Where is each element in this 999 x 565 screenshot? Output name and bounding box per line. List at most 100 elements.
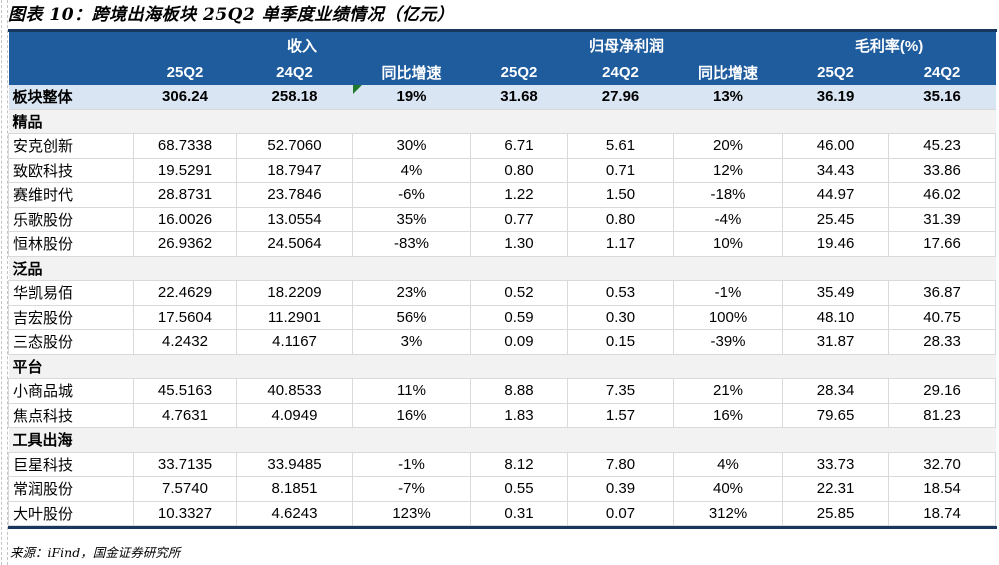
- value-cell: 4.6243: [236, 501, 353, 526]
- value-cell: 33.7135: [133, 452, 237, 477]
- sub-header-cell: 25Q2: [133, 59, 237, 85]
- value-cell: 1.17: [567, 231, 675, 257]
- value-cell: 0.15: [567, 329, 675, 355]
- table-row: 致欧科技 19.5291 18.7947 4% 0.80 0.71 12% 34.43 33.8…: [8, 158, 997, 183]
- value-cell: 4%: [351, 158, 472, 183]
- value-cell: 46.02: [888, 182, 997, 208]
- value-cell: 20%: [673, 133, 784, 159]
- value-cell: 31.87: [782, 329, 890, 355]
- value-cell: 4.2432: [133, 329, 237, 355]
- value-cell: 10.3327: [133, 501, 237, 526]
- summary-row: 板块整体 306.24 258.18 19% 31.68 27.96 13% 36.19 35.…: [8, 85, 996, 110]
- value-cell: -1%: [673, 280, 784, 306]
- row-name-cell: 常润股份: [8, 476, 134, 502]
- value-cell: 28.8731: [133, 182, 237, 208]
- value-cell: 56%: [351, 305, 472, 330]
- value-cell: 27.96: [567, 85, 674, 110]
- excel-corner-flag-icon: [352, 85, 362, 94]
- row-name-cell: 恒林股份: [8, 231, 134, 257]
- value-cell: 19.46: [782, 231, 890, 257]
- performance-table: 收入 归母净利润 毛利率(%) 25Q2 24Q2 同比增速 25Q2 24Q2 同比增速 25…: [8, 32, 997, 526]
- title-divider-rule: [8, 29, 997, 32]
- value-cell: -39%: [673, 329, 784, 355]
- value-cell: 34.43: [782, 158, 890, 183]
- value-cell: 25.45: [782, 207, 890, 232]
- value-cell: 7.80: [567, 452, 675, 477]
- value-cell: 0.30: [567, 305, 675, 330]
- value-cell: 0.77: [470, 207, 569, 232]
- sub-header-cell: [8, 59, 134, 85]
- page-guide-line: [7, 0, 8, 565]
- section-header-row: 工具出海: [8, 427, 996, 453]
- value-cell: 0.59: [470, 305, 569, 330]
- value-cell: 29.16: [888, 378, 997, 404]
- value-cell: 0.39: [567, 476, 675, 502]
- value-cell: 11.2901: [236, 305, 353, 330]
- value-cell: 31.68: [470, 85, 568, 110]
- value-cell: 16.0026: [133, 207, 237, 232]
- value-cell: 0.80: [567, 207, 675, 232]
- value-cell: 5.61: [567, 133, 675, 159]
- row-name-cell: 巨星科技: [8, 452, 134, 477]
- value-cell: -1%: [351, 452, 472, 477]
- value-cell: 22.4629: [133, 280, 237, 306]
- value-cell: 31.39: [888, 207, 997, 232]
- value-cell: 24.5064: [236, 231, 353, 257]
- value-cell: 22.31: [782, 476, 890, 502]
- value-cell: 1.57: [567, 403, 675, 428]
- value-cell: 28.33: [888, 329, 997, 355]
- row-name-cell: 三态股份: [8, 329, 134, 355]
- value-cell: -4%: [673, 207, 784, 232]
- table-row: 三态股份 4.2432 4.1167 3% 0.09 0.15 -39% 31.87 28.33: [8, 329, 997, 355]
- value-cell: 35%: [351, 207, 472, 232]
- value-cell: 68.7338: [133, 133, 237, 159]
- header-group-row: 收入 归母净利润 毛利率(%): [8, 32, 996, 59]
- section-name-cell: 平台: [8, 354, 996, 379]
- value-cell: 52.7060: [236, 133, 353, 159]
- value-cell: 81.23: [888, 403, 997, 428]
- value-cell: 312%: [673, 501, 784, 526]
- section-name-cell: 泛品: [8, 256, 996, 281]
- value-cell: 13.0554: [236, 207, 353, 232]
- value-cell: 4.0949: [236, 403, 353, 428]
- value-cell: 258.18: [236, 85, 353, 110]
- value-cell: 3%: [351, 329, 472, 355]
- value-cell: 35.49: [782, 280, 890, 306]
- value-cell: 40.75: [888, 305, 997, 330]
- row-name-cell: 大叶股份: [8, 501, 134, 526]
- section-header-row: 泛品: [8, 256, 996, 281]
- value-cell: 7.35: [567, 378, 675, 404]
- value-cell: 45.23: [888, 133, 997, 159]
- bottom-rule: [8, 526, 997, 529]
- value-cell: 306.24: [133, 85, 237, 110]
- row-name-cell: 板块整体: [8, 85, 134, 110]
- table-row: 乐歌股份 16.0026 13.0554 35% 0.77 0.80 -4% 25.45 31.…: [8, 207, 997, 232]
- table-body: 板块整体 306.24 258.18 19% 31.68 27.96 13% 36.19 35.…: [8, 85, 997, 526]
- sub-header-cell: 同比增速: [673, 59, 783, 85]
- row-name-cell: 赛维时代: [8, 182, 134, 208]
- group-header-cell: 收入: [133, 32, 471, 59]
- value-cell: 33.86: [888, 158, 997, 183]
- table-row: 吉宏股份 17.5604 11.2901 56% 0.59 0.30 100% 48.10 40…: [8, 305, 997, 330]
- table-row: 小商品城 45.5163 40.8533 11% 8.88 7.35 21% 28.34 29.…: [8, 378, 997, 404]
- value-cell: 4.1167: [236, 329, 353, 355]
- table-row: 恒林股份 26.9362 24.5064 -83% 1.30 1.17 10% 19.46 17…: [8, 231, 997, 257]
- figure-content: 图表 10：跨境出海板块 25Q2 单季度业绩情况（亿元） 收入 归母净利润 毛利率…: [8, 0, 997, 561]
- row-name-cell: 小商品城: [8, 378, 134, 404]
- value-cell: 0.71: [567, 158, 675, 183]
- table-row: 巨星科技 33.7135 33.9485 -1% 8.12 7.80 4% 33.73 32.7…: [8, 452, 997, 477]
- value-cell: 0.55: [470, 476, 569, 502]
- row-name-cell: 华凯易佰: [8, 280, 134, 306]
- value-cell: -83%: [351, 231, 472, 257]
- group-header-cell: 毛利率(%): [782, 32, 996, 59]
- group-header-cell: 归母净利润: [470, 32, 783, 59]
- value-cell: 100%: [673, 305, 784, 330]
- value-cell: 11%: [351, 378, 472, 404]
- value-cell: 0.09: [470, 329, 569, 355]
- value-cell: 16%: [351, 403, 472, 428]
- table-row: 赛维时代 28.8731 23.7846 -6% 1.22 1.50 -18% 44.97 46…: [8, 182, 997, 208]
- value-cell: 18.74: [888, 501, 997, 526]
- sub-header-cell: 24Q2: [567, 59, 674, 85]
- sub-header-cell: 25Q2: [782, 59, 889, 85]
